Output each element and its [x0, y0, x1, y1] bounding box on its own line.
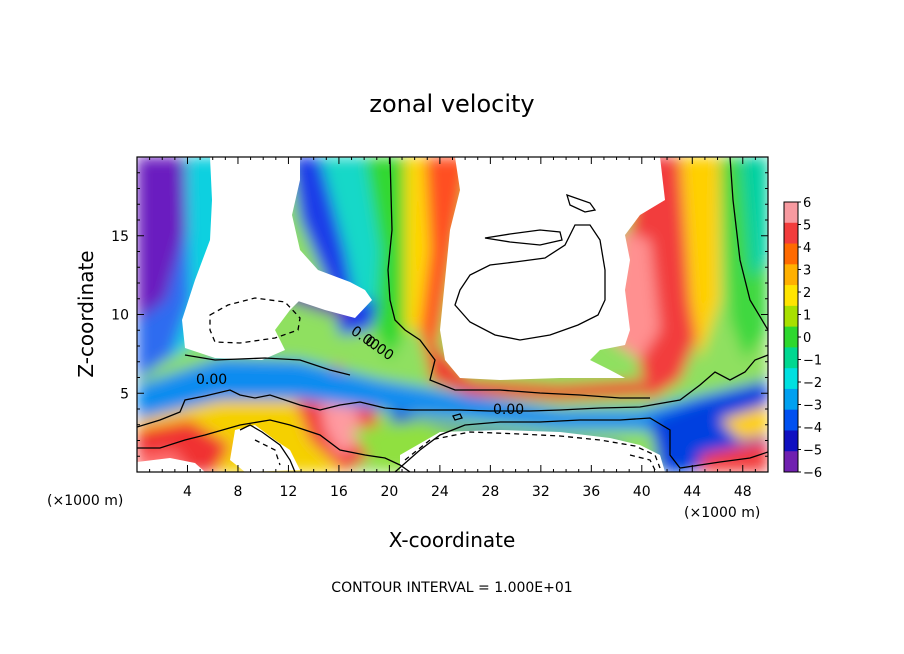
colorbar-tick-label: −1 — [803, 354, 822, 369]
colorbar-tick-label: 3 — [803, 264, 811, 279]
colorbar-tick-label: 0 — [803, 331, 811, 346]
x-axis-title: X-coordinate — [389, 528, 516, 552]
y-axis: 5 10 15 — [111, 172, 768, 457]
colorbar-swatch — [784, 430, 798, 452]
colorbar-tick-label: −5 — [803, 444, 822, 459]
chart-title: zonal velocity — [369, 90, 534, 118]
colorbar-tick-label: 5 — [803, 219, 811, 234]
contour-interval-note: CONTOUR INTERVAL = 1.000E+01 — [331, 580, 572, 596]
x-tick-label: 8 — [233, 484, 242, 500]
x-tick-label: 32 — [532, 484, 550, 500]
y-tick-label: 15 — [111, 229, 129, 245]
x-tick-label: 40 — [633, 484, 651, 500]
colorbar-swatch — [784, 388, 798, 411]
colorbar-swatch — [784, 347, 798, 369]
plot-area — [137, 157, 768, 472]
colorbar-swatch — [784, 451, 798, 473]
colorbar-tick-label: 6 — [803, 196, 811, 211]
colorbar-tick-label: −6 — [803, 466, 822, 481]
x-axis: 4 8 12 16 20 24 28 32 36 40 44 48 — [149, 157, 756, 500]
colorbar-tick-label: 4 — [803, 241, 811, 256]
colorbar-swatch — [784, 368, 798, 390]
contour-label-center: 0.00 — [493, 402, 524, 418]
x-tick-label: 48 — [734, 484, 752, 500]
x-tick-label: 44 — [683, 484, 701, 500]
colorbar-swatch — [784, 285, 798, 307]
x-tick-label: 24 — [431, 484, 449, 500]
colorbar: 6 5 4 3 2 1 0 −1 −2 −3 −4 −5 −6 — [783, 196, 822, 481]
colorbar-swatch — [784, 202, 798, 224]
y-tick-label: 10 — [111, 308, 129, 324]
colorbar-swatch — [784, 243, 798, 265]
colorbar-tick-label: 1 — [803, 309, 811, 324]
colorbar-swatch — [784, 222, 798, 245]
colorbar-swatch — [784, 305, 798, 328]
colorbar-tick-label: 2 — [803, 286, 811, 301]
y-axis-title: Z-coordinate — [74, 250, 98, 377]
x-tick-label: 20 — [380, 484, 398, 500]
x-tick-label: 16 — [330, 484, 348, 500]
colorbar-swatch — [784, 409, 798, 431]
x-tick-label: 4 — [183, 484, 192, 500]
colorbar-tick-label: −2 — [803, 376, 822, 391]
x-tick-label: 12 — [280, 484, 298, 500]
y-tick-label: 5 — [120, 386, 129, 402]
colorbar-tick-label: −3 — [803, 399, 822, 414]
colorbar-tick-label: −4 — [803, 421, 822, 436]
colorbar-swatch — [784, 326, 798, 348]
x-unit-label-left: (×1000 m) — [47, 493, 123, 509]
x-tick-label: 28 — [481, 484, 499, 500]
colorbar-swatch — [784, 264, 798, 286]
x-tick-label: 36 — [582, 484, 600, 500]
contour-label-left: 0.00 — [196, 372, 227, 388]
x-unit-label-right: (×1000 m) — [684, 505, 760, 521]
contour-lines — [137, 157, 768, 472]
